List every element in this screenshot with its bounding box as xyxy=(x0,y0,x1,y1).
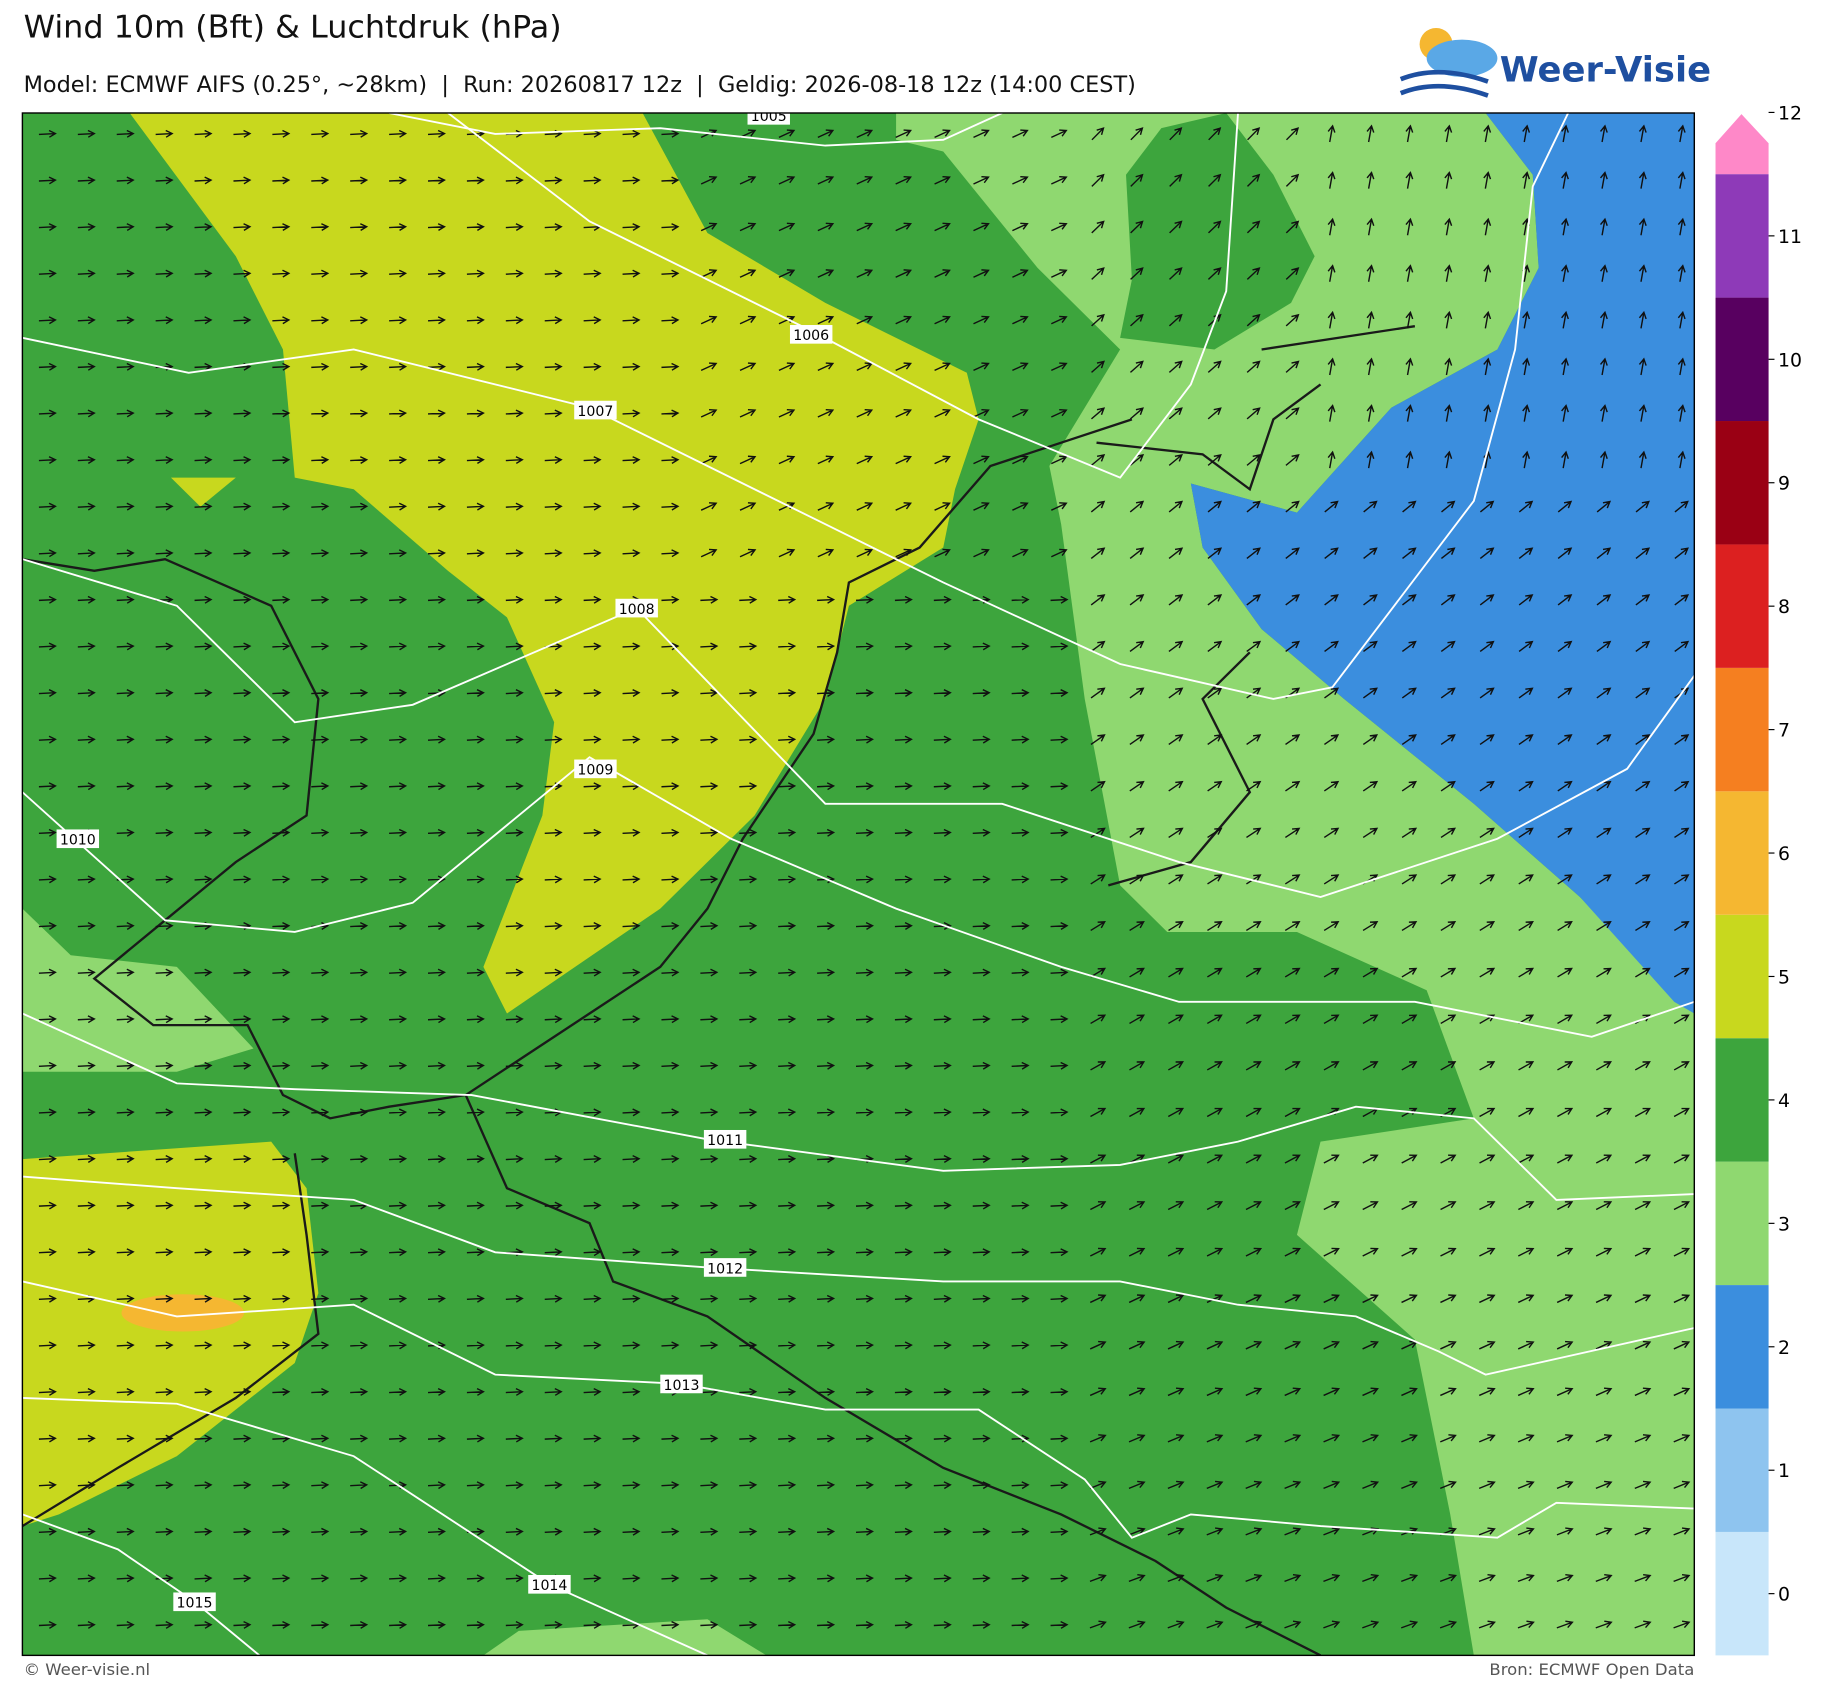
isobar-label-bg xyxy=(56,829,100,849)
isobar-label-bg xyxy=(173,1592,216,1612)
isobar-label-bg xyxy=(703,1258,747,1277)
colorbar-segment xyxy=(1715,544,1769,668)
isobar xyxy=(22,112,1569,700)
colorbar-segment xyxy=(1715,421,1769,545)
colorbar-label: 8 xyxy=(1778,597,1790,618)
colorbar-label: 9 xyxy=(1778,474,1790,495)
isobar-label: 1010 xyxy=(60,833,96,849)
isobar xyxy=(22,756,1695,1038)
colorbar-segment xyxy=(1715,1285,1769,1409)
colorbar-segment xyxy=(1715,1038,1769,1162)
isobar-label-bg xyxy=(574,759,617,779)
logo-text: Weer-Visie xyxy=(1500,50,1711,91)
wind-arrows xyxy=(38,124,1691,1629)
colorbar-segment xyxy=(1715,297,1769,422)
logo: Weer-Visie xyxy=(1399,27,1711,98)
title: Wind 10m (Bft) & Luchtdruk (hPa) xyxy=(24,9,562,45)
isobar-label-bg xyxy=(789,325,833,344)
colorbar-label: 11 xyxy=(1778,227,1802,248)
map-frame xyxy=(21,112,1696,1657)
isobar-label: 1011 xyxy=(707,1133,743,1149)
isobar xyxy=(22,558,1695,898)
colorbar-segment xyxy=(1715,174,1769,298)
isobar-label: 1006 xyxy=(793,328,829,344)
isobar xyxy=(388,112,1003,147)
isobar-label: 1009 xyxy=(577,763,613,779)
colorbar-arrow xyxy=(1715,114,1769,175)
isobar-label: 1015 xyxy=(177,1596,213,1612)
colorbar-segment xyxy=(1715,667,1769,792)
isobar-label: 1008 xyxy=(619,602,655,618)
map: 1005 1006 1007 1008 1009 1010 1011 1012 1013 1014… xyxy=(22,109,1695,1656)
colorbar-label: 6 xyxy=(1778,844,1790,865)
colorbar-label: 0 xyxy=(1778,1585,1790,1606)
colorbar-label: 4 xyxy=(1778,1091,1790,1112)
isobar-label-bg xyxy=(660,1374,703,1394)
isobar xyxy=(22,1175,1695,1376)
isobar-label: 1012 xyxy=(707,1261,743,1277)
colorbar-label: 2 xyxy=(1778,1338,1790,1359)
colorbar-label: 3 xyxy=(1778,1214,1790,1235)
isobar-label-bg xyxy=(703,1129,747,1149)
colorbar-segment xyxy=(1715,1408,1769,1532)
isobar-label-bg xyxy=(615,598,658,618)
colorbar-label: 12 xyxy=(1778,104,1802,125)
isobar-label-bg xyxy=(747,112,790,125)
isobars: 1005 1006 1007 1008 1009 1010 1011 1012 1013 1014… xyxy=(22,109,1695,1656)
isobar xyxy=(22,1012,1695,1201)
isobar-label: 1005 xyxy=(751,109,787,125)
colorbar-label: 7 xyxy=(1778,721,1790,742)
colorbar-label: 1 xyxy=(1778,1461,1790,1482)
colorbar-segment xyxy=(1715,791,1769,915)
footer-right: Bron: ECMWF Open Data xyxy=(1489,1660,1694,1679)
footer-left: © Weer-visie.nl xyxy=(24,1660,151,1679)
colorbar-segment xyxy=(1715,914,1769,1039)
isobar-label-bg xyxy=(574,400,617,420)
subtitle: Model: ECMWF AIFS (0.25°, ~28km) | Run: … xyxy=(24,72,1136,98)
isobar xyxy=(447,112,1239,479)
colorbar-segment xyxy=(1715,1161,1769,1286)
isobar xyxy=(22,1513,260,1656)
isobar-label: 1014 xyxy=(531,1578,567,1594)
isobar-label: 1013 xyxy=(664,1378,700,1394)
colorbar-label: 5 xyxy=(1778,968,1790,989)
colorbar-label: 10 xyxy=(1778,350,1802,371)
isobar-label-bg xyxy=(528,1574,571,1594)
isobar-label: 1007 xyxy=(577,404,613,420)
colorbar-segment xyxy=(1715,1531,1769,1656)
isobar xyxy=(22,1396,708,1656)
isobar xyxy=(22,1280,1695,1539)
